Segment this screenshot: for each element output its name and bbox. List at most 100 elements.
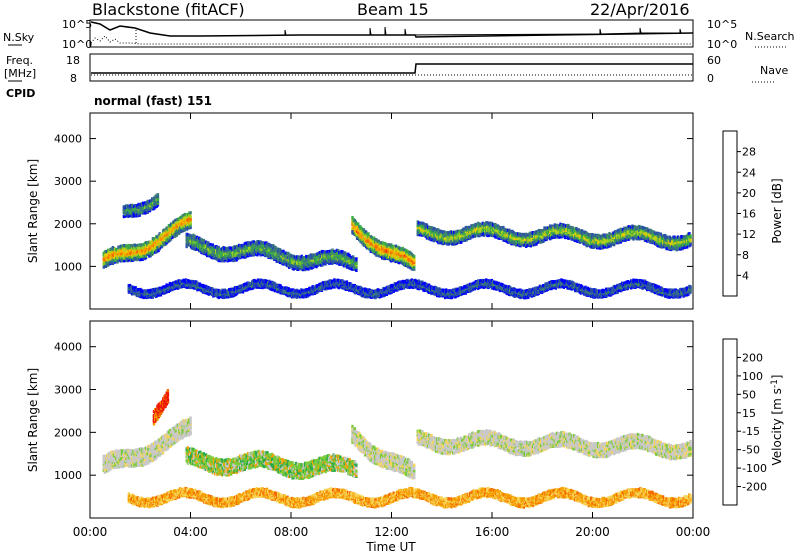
nsky-spikes	[284, 26, 682, 36]
range-cell	[188, 213, 191, 217]
range-cell	[370, 247, 374, 251]
range-cell	[351, 216, 354, 220]
range-cell	[154, 194, 157, 198]
range-cell	[355, 265, 358, 269]
range-cell	[422, 222, 425, 226]
range-cell	[439, 237, 442, 241]
nave-tick-top: 60	[707, 54, 721, 67]
range-cell	[116, 247, 119, 251]
range-cell	[265, 247, 268, 251]
range-cell	[384, 244, 387, 248]
range-cell	[143, 251, 147, 255]
range-cell	[392, 251, 395, 255]
range-cell	[242, 244, 245, 248]
range-cell	[201, 240, 204, 245]
range-cell	[355, 261, 358, 265]
range-cell	[245, 243, 249, 247]
band-night	[416, 220, 692, 252]
range-cell	[352, 225, 355, 229]
range-cell	[324, 262, 327, 266]
range-cell	[366, 241, 369, 245]
range-cell	[394, 244, 398, 248]
range-cell	[177, 221, 181, 225]
range-cell	[447, 231, 450, 235]
range-cell	[185, 245, 188, 249]
range-cell	[400, 251, 403, 255]
range-cell	[376, 252, 379, 256]
range-cell	[439, 234, 442, 238]
range-cell	[189, 225, 192, 230]
range-cell	[426, 235, 430, 239]
range-cell	[418, 233, 422, 237]
range-cell	[177, 225, 181, 229]
range-cell	[303, 257, 307, 261]
range-cell	[202, 238, 205, 243]
range-cell	[276, 259, 279, 264]
nsearch-tick-bottom: 10^0	[707, 38, 737, 51]
power-marks	[102, 193, 692, 300]
range-cell	[177, 227, 181, 231]
range-cell	[185, 223, 189, 227]
range-cell	[116, 254, 119, 258]
range-cell	[156, 201, 160, 205]
range-cell	[369, 242, 372, 246]
band-dusk	[351, 216, 416, 271]
plot-title: Blackstone (fitACF)	[92, 0, 245, 19]
range-cell	[221, 255, 225, 260]
nsearch-label: N.Search	[745, 30, 795, 43]
range-cell	[156, 203, 160, 207]
range-cell	[355, 257, 358, 261]
range-cell	[221, 246, 225, 250]
range-cell	[163, 238, 166, 242]
range-cell	[262, 248, 266, 252]
range-cell	[360, 228, 363, 232]
range-cell	[177, 220, 181, 224]
range-cell	[400, 256, 403, 260]
range-cell	[136, 252, 140, 256]
range-cell	[384, 242, 387, 246]
range-cell	[368, 241, 371, 245]
range-cell	[221, 253, 225, 257]
range-cell	[163, 228, 166, 232]
range-cell	[447, 238, 450, 242]
range-cell	[151, 250, 155, 254]
range-cell	[429, 229, 432, 233]
range-cell	[303, 262, 307, 266]
range-cell	[307, 267, 310, 271]
range-cell	[189, 211, 192, 215]
range-cell	[351, 255, 355, 259]
range-cell	[242, 246, 245, 250]
range-cell	[161, 243, 165, 247]
range-cell	[324, 259, 327, 264]
range-cell	[141, 257, 144, 261]
range-cell	[348, 254, 351, 258]
range-cell	[397, 254, 400, 258]
range-cell	[664, 234, 667, 238]
range-cell	[365, 230, 368, 234]
range-cell	[344, 259, 348, 263]
range-cell	[217, 245, 220, 249]
range-cell	[282, 249, 285, 253]
freq-label: Freq.	[6, 54, 33, 67]
range-cell	[376, 247, 379, 251]
range-cell	[160, 245, 164, 249]
range-cell	[169, 227, 173, 231]
range-cell	[207, 241, 210, 245]
range-cell	[368, 236, 371, 240]
range-cell	[344, 255, 348, 259]
range-cell	[201, 238, 204, 243]
range-cell	[392, 244, 395, 249]
range-cell	[360, 240, 363, 244]
range-cell	[413, 255, 416, 259]
range-cell	[177, 231, 181, 235]
range-cell	[169, 232, 173, 236]
range-cell	[189, 220, 192, 224]
range-cell	[189, 215, 192, 219]
range-cell	[211, 243, 215, 247]
band-blob	[122, 193, 160, 219]
range-cell	[309, 253, 312, 257]
range-cell	[207, 247, 210, 251]
range-cell	[351, 229, 354, 233]
range-cell	[383, 251, 386, 255]
